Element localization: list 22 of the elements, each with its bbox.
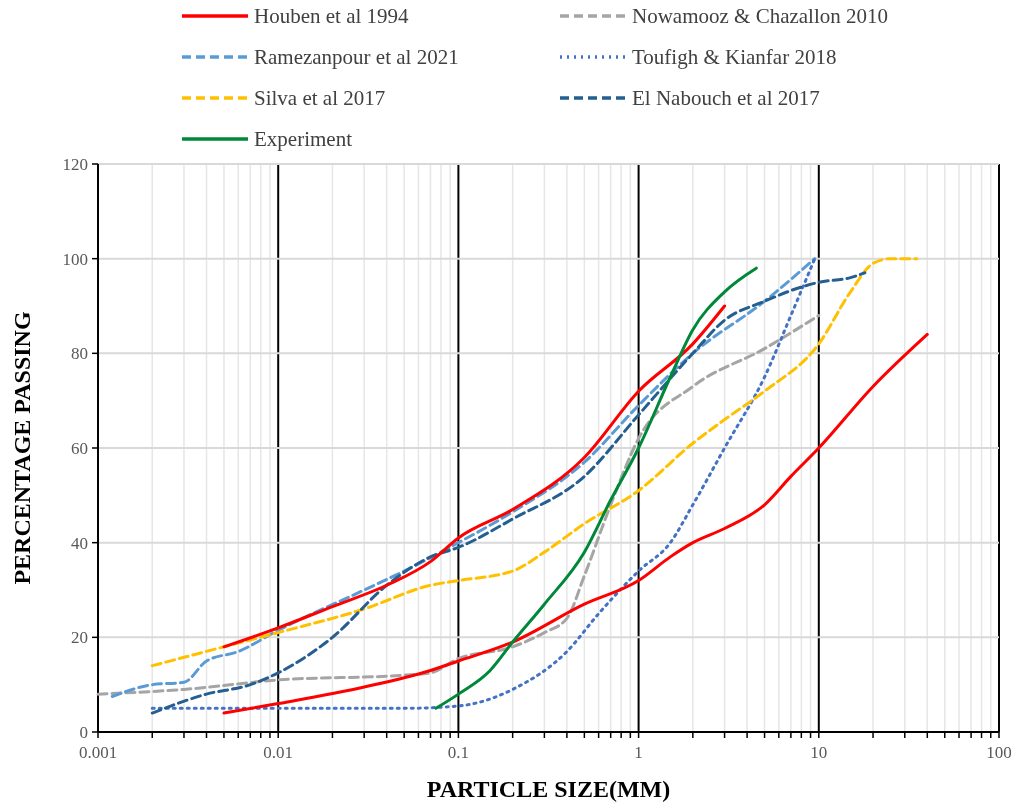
x-tick-label: 0.1 — [447, 743, 470, 762]
legend-label: Toufigh & Kianfar 2018 — [632, 45, 837, 70]
y-tick-label: 100 — [62, 249, 88, 269]
x-axis-title: PARTICLE SIZE(MM) — [426, 776, 671, 802]
y-tick-label: 60 — [71, 438, 88, 458]
legend-label: Nowamooz & Chazallon 2010 — [632, 4, 889, 29]
x-tick-label: 10 — [810, 743, 828, 762]
y-tick-label: 40 — [71, 533, 88, 553]
x-tick-label: 0.01 — [263, 743, 294, 762]
x-tick-label: 0.001 — [78, 743, 118, 762]
y-tick-label: 0 — [79, 722, 88, 742]
legend-label: Ramezanpour et al 2021 — [254, 45, 459, 70]
x-tick-label: 1 — [634, 743, 643, 762]
legend-label: Experiment — [254, 127, 353, 152]
y-tick-label: 120 — [62, 154, 88, 174]
legend-label: El Nabouch et al 2017 — [632, 86, 820, 111]
legend-label: Silva et al 2017 — [254, 86, 386, 111]
y-axis-title: PERCENTAGE PASSING — [9, 311, 35, 585]
y-tick-label: 20 — [71, 628, 88, 648]
legend-label: Houben et al 1994 — [254, 4, 410, 29]
y-tick-label: 80 — [71, 344, 88, 364]
x-tick-label: 100 — [986, 743, 1012, 762]
